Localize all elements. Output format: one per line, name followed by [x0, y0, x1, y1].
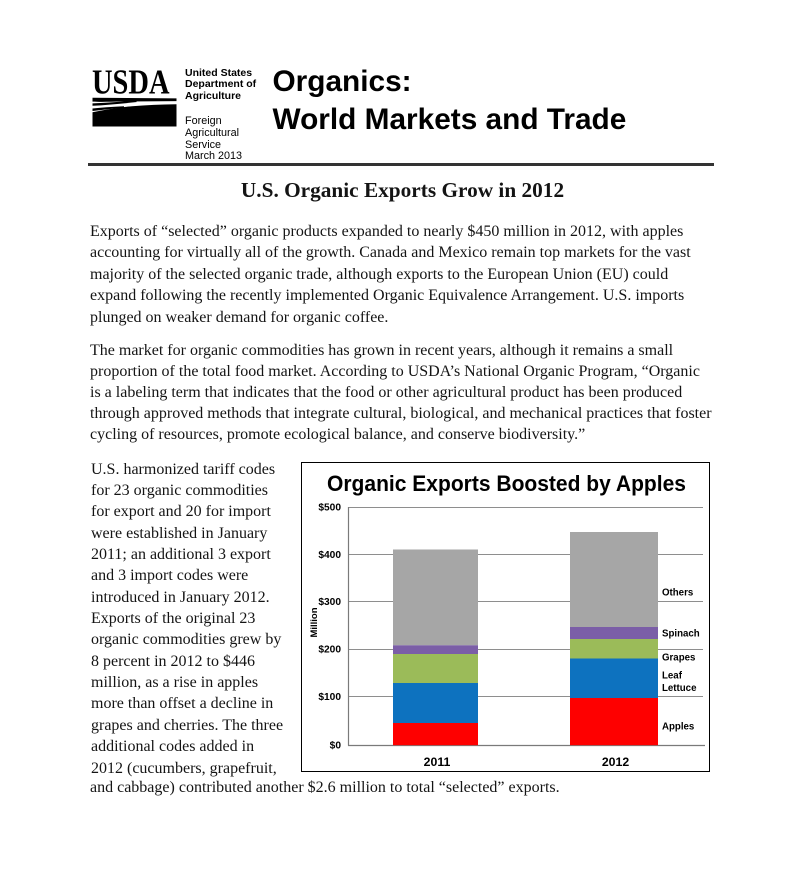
svg-text:Million: Million	[309, 607, 320, 637]
svg-text:Organic Exports Boosted by App: Organic Exports Boosted by Apples	[327, 471, 686, 496]
svg-text:2011: 2011	[424, 755, 451, 769]
svg-text:2012: 2012	[602, 755, 630, 769]
svg-text:$100: $100	[318, 692, 341, 703]
svg-text:Others: Others	[662, 588, 693, 599]
svg-text:$300: $300	[318, 597, 341, 608]
svg-text:Apples: Apples	[662, 722, 694, 733]
svg-text:USDA: USDA	[92, 66, 170, 102]
svg-text:$200: $200	[318, 645, 341, 656]
svg-text:$0: $0	[330, 741, 342, 752]
svg-text:$400: $400	[318, 550, 341, 561]
svg-text:Lettuce: Lettuce	[662, 683, 697, 694]
svg-text:$500: $500	[318, 503, 341, 514]
svg-text:Grapes: Grapes	[662, 653, 695, 664]
svg-text:Leaf: Leaf	[662, 670, 683, 681]
svg-text:Spinach: Spinach	[662, 629, 700, 640]
